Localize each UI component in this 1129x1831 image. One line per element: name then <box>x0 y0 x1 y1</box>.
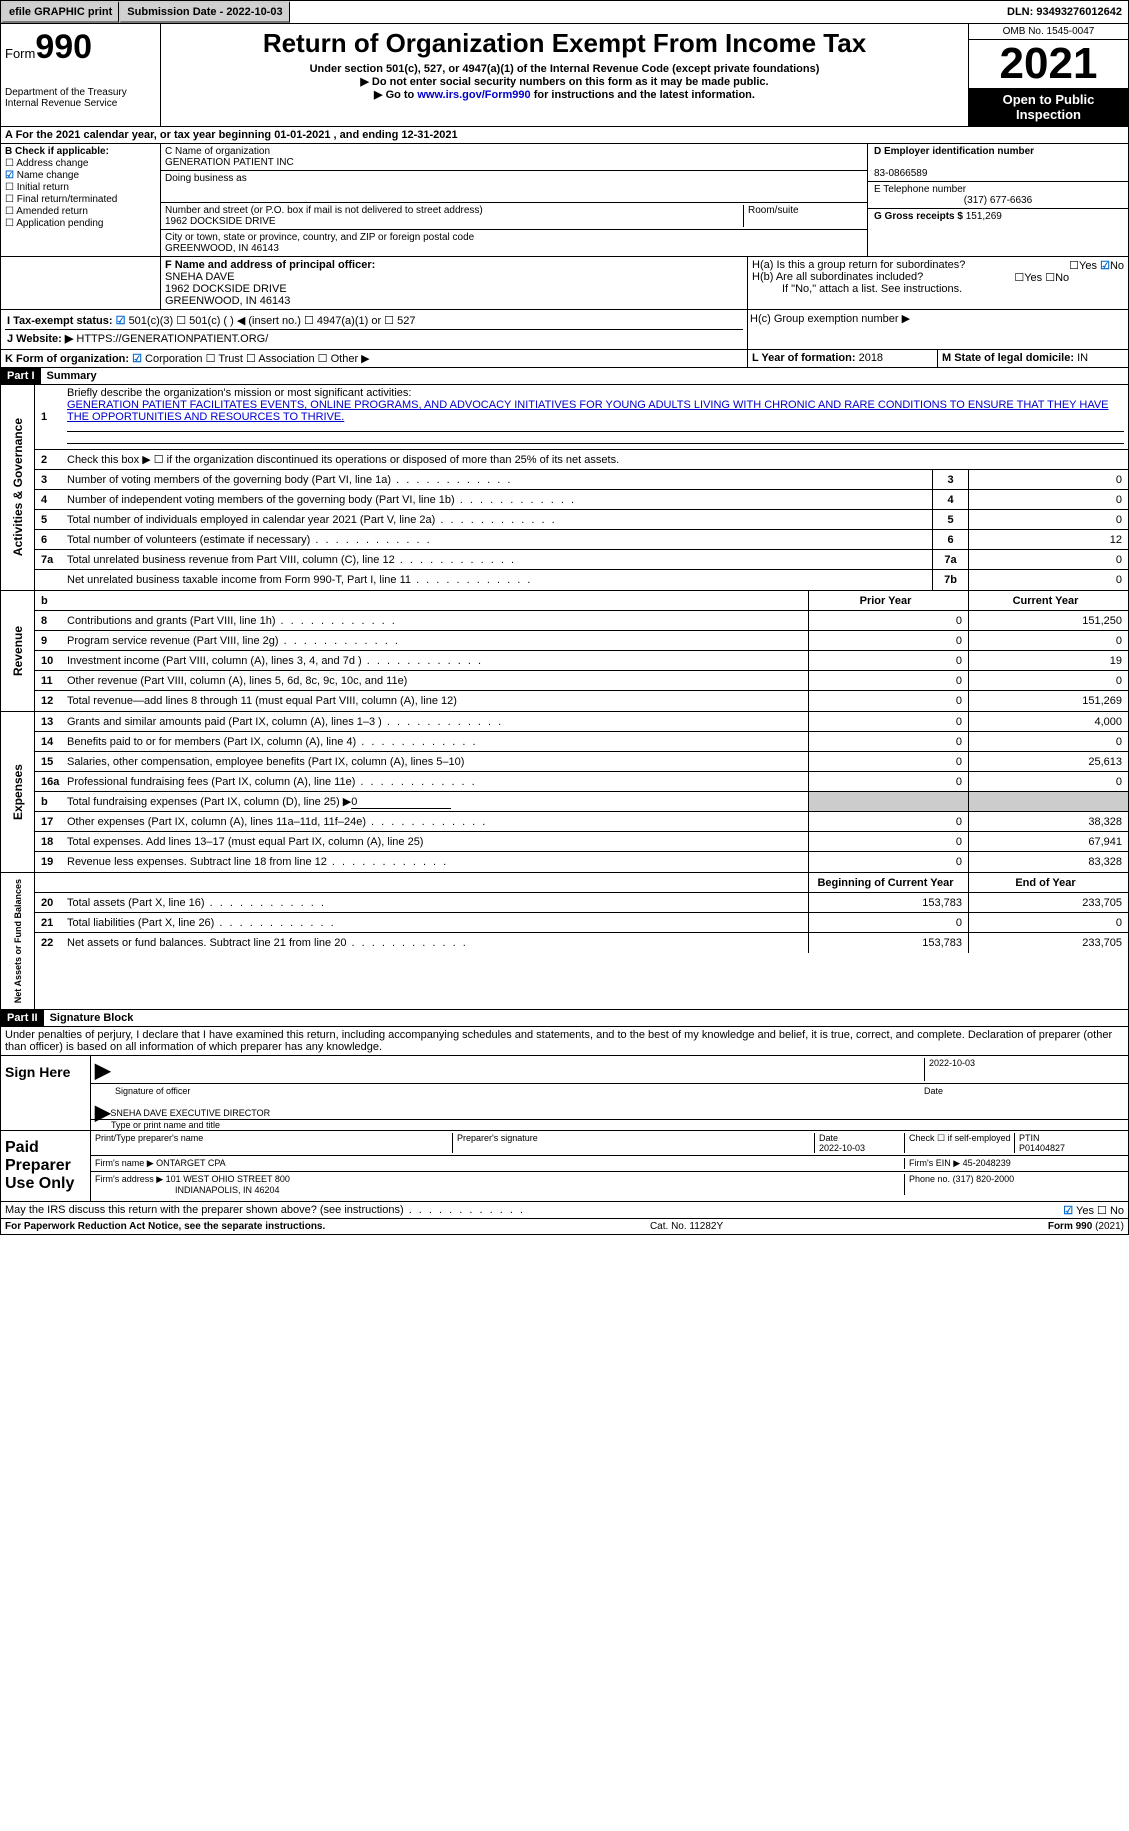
val-16a: 0 <box>968 772 1128 791</box>
summary-netassets: Net Assets or Fund Balances Beginning of… <box>0 873 1129 1010</box>
chk-final[interactable]: ☐ Final return/terminated <box>5 194 156 205</box>
paid-preparer-label: Paid Preparer Use Only <box>1 1131 91 1201</box>
dln: DLN: 93493276012642 <box>1001 3 1128 21</box>
val-19: 83,328 <box>968 852 1128 872</box>
telephone: (317) 677-6636 <box>874 195 1122 206</box>
val-3: 0 <box>968 470 1128 489</box>
val-21e: 0 <box>968 913 1128 932</box>
val-7b: 0 <box>968 570 1128 590</box>
form-header: Form990 Department of the Treasury Inter… <box>0 24 1129 127</box>
officer-printed: SNEHA DAVE EXECUTIVE DIRECTOR <box>110 1100 270 1117</box>
val-9: 0 <box>968 631 1128 650</box>
state-domicile: IN <box>1077 352 1088 364</box>
val-4: 0 <box>968 490 1128 509</box>
subtitle-1: Under section 501(c), 527, or 4947(a)(1)… <box>165 63 964 75</box>
sign-here-label: Sign Here <box>1 1056 91 1130</box>
year-formation: 2018 <box>859 352 883 364</box>
may-irs-discuss: May the IRS discuss this return with the… <box>1 1201 1128 1218</box>
omb-number: OMB No. 1545-0047 <box>969 24 1128 40</box>
val-5: 0 <box>968 510 1128 529</box>
row-a-tax-year: A For the 2021 calendar year, or tax yea… <box>0 127 1129 144</box>
officer-name: SNEHA DAVE <box>165 271 235 283</box>
val-7a: 0 <box>968 550 1128 569</box>
h-c: H(c) Group exemption number ▶ <box>748 310 1128 349</box>
val-17: 38,328 <box>968 812 1128 831</box>
col-b-checkboxes: B Check if applicable: ☐ Address change … <box>1 144 161 256</box>
website[interactable]: HTTPS://GENERATIONPATIENT.ORG/ <box>73 333 268 345</box>
val-8: 151,250 <box>968 611 1128 630</box>
side-governance: Activities & Governance <box>9 412 27 562</box>
val-20e: 233,705 <box>968 893 1128 912</box>
efile-button[interactable]: efile GRAPHIC print <box>1 1 119 23</box>
dept-treasury: Department of the Treasury Internal Reve… <box>5 87 156 109</box>
ein: 83-0866589 <box>874 168 927 179</box>
val-13: 4,000 <box>968 712 1128 731</box>
ptin: P01404827 <box>1019 1143 1065 1153</box>
form-number: Form990 <box>5 28 156 67</box>
col-c-org-info: C Name of organizationGENERATION PATIENT… <box>161 144 868 256</box>
firm-ein: 45-2048239 <box>963 1158 1011 1168</box>
firm-address: 101 WEST OHIO STREET 800 <box>166 1174 290 1184</box>
submission-date: Submission Date - 2022-10-03 <box>119 1 289 23</box>
val-14: 0 <box>968 732 1128 751</box>
tax-year: 2021 <box>969 40 1128 88</box>
org-name: GENERATION PATIENT INC <box>165 157 294 168</box>
firm-name: ONTARGET CPA <box>156 1158 226 1168</box>
top-bar: efile GRAPHIC print Submission Date - 20… <box>0 0 1129 24</box>
col-d-ein: D Employer identification number83-08665… <box>868 144 1128 256</box>
row-ij: I Tax-exempt status: ☑ 501(c)(3) ☐ 501(c… <box>0 310 1129 350</box>
val-11: 0 <box>968 671 1128 690</box>
val-6: 12 <box>968 530 1128 549</box>
irs-link[interactable]: www.irs.gov/Form990 <box>417 89 530 101</box>
val-18: 67,941 <box>968 832 1128 851</box>
h-b: H(b) Are all subordinates included? ☐Yes… <box>752 271 1124 283</box>
row-fh: F Name and address of principal officer:… <box>0 257 1129 310</box>
penalties-text: Under penalties of perjury, I declare th… <box>1 1027 1128 1056</box>
h-a: H(a) Is this a group return for subordin… <box>752 259 1124 271</box>
page-footer: For Paperwork Reduction Act Notice, see … <box>0 1219 1129 1235</box>
val-22b: 153,783 <box>808 933 968 953</box>
val-10: 19 <box>968 651 1128 670</box>
firm-phone: (317) 820-2000 <box>953 1174 1015 1184</box>
chk-amended[interactable]: ☐ Amended return <box>5 206 156 217</box>
part1-header: Part ISummary <box>0 368 1129 385</box>
subtitle-3: ▶ Go to www.irs.gov/Form990 for instruct… <box>165 88 964 101</box>
side-expenses: Expenses <box>9 758 27 826</box>
mission-text: GENERATION PATIENT FACILITATES EVENTS, O… <box>67 399 1109 423</box>
summary-governance: Activities & Governance 1Briefly describ… <box>0 385 1129 591</box>
row-klm: K Form of organization: ☑ Corporation ☐ … <box>0 350 1129 368</box>
side-revenue: Revenue <box>9 620 27 682</box>
chk-application[interactable]: ☐ Application pending <box>5 218 156 229</box>
summary-expenses: Expenses 13Grants and similar amounts pa… <box>0 712 1129 873</box>
section-bcd: B Check if applicable: ☐ Address change … <box>0 144 1129 257</box>
part2-header: Part IISignature Block <box>0 1010 1129 1027</box>
val-12: 151,269 <box>968 691 1128 711</box>
h-b-note: If "No," attach a list. See instructions… <box>752 283 1124 295</box>
summary-revenue: Revenue bPrior YearCurrent Year 8Contrib… <box>0 591 1129 712</box>
org-street: 1962 DOCKSIDE DRIVE <box>165 216 276 227</box>
open-inspection: Open to Public Inspection <box>969 88 1128 126</box>
gross-receipts: 151,269 <box>966 211 1002 222</box>
form-title: Return of Organization Exempt From Incom… <box>165 28 964 59</box>
val-22e: 233,705 <box>968 933 1128 953</box>
chk-initial[interactable]: ☐ Initial return <box>5 182 156 193</box>
val-21b: 0 <box>808 913 968 932</box>
subtitle-2: ▶ Do not enter social security numbers o… <box>165 75 964 88</box>
val-15: 25,613 <box>968 752 1128 771</box>
org-city: GREENWOOD, IN 46143 <box>165 243 279 254</box>
val-20b: 153,783 <box>808 893 968 912</box>
chk-name[interactable]: ☑ Name change <box>5 170 156 181</box>
signature-block: Under penalties of perjury, I declare th… <box>0 1027 1129 1219</box>
side-netassets: Net Assets or Fund Balances <box>11 873 25 1009</box>
chk-address[interactable]: ☐ Address change <box>5 158 156 169</box>
